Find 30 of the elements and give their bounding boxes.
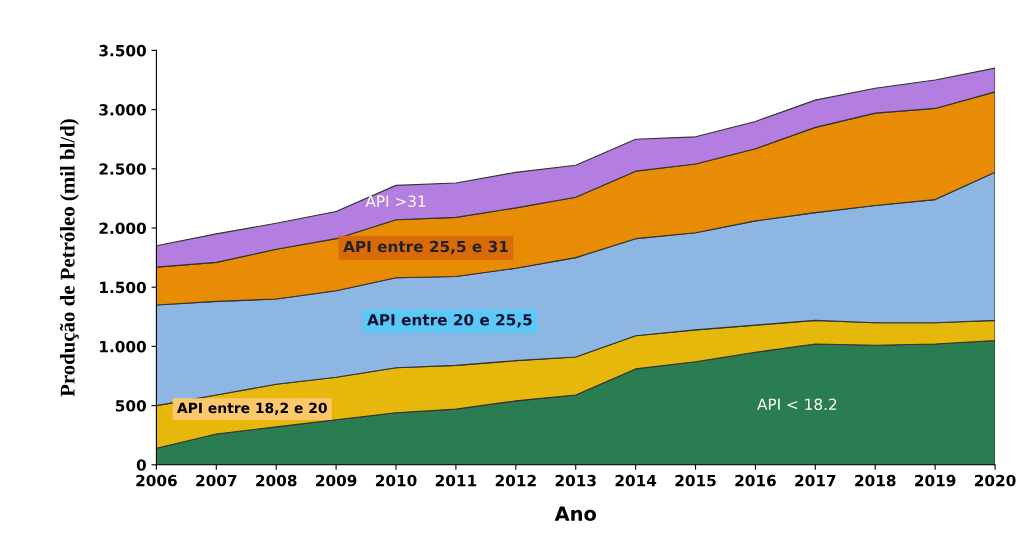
y-tick-label: 3.500 — [99, 44, 146, 57]
x-tick-label: 2006 — [136, 474, 177, 487]
y-tick-label: 500 — [115, 400, 146, 412]
x-tick-label: 2007 — [196, 474, 237, 487]
x-tick-label: 2010 — [375, 474, 417, 487]
y-tick-label: 2.000 — [99, 222, 146, 235]
x-tick-label: 2011 — [435, 474, 477, 487]
x-tick-label: 2008 — [256, 474, 297, 487]
x-tick-label: 2019 — [915, 474, 956, 487]
x-tick-label: 2016 — [735, 474, 776, 487]
x-tick-label: 2014 — [615, 474, 657, 487]
x-tick-label: 2009 — [316, 474, 357, 487]
x-tick-label: 2017 — [795, 474, 836, 487]
x-tick-label: 2020 — [974, 474, 1016, 487]
series-label: API entre 18,2 e 20 — [176, 402, 327, 415]
x-tick-label: 2018 — [855, 474, 896, 487]
y-tick-label: 1.000 — [100, 340, 146, 353]
series-label: API < 18.2 — [757, 398, 837, 411]
y-tick-label: 3.000 — [99, 104, 146, 116]
x-axis-title: Ano — [554, 506, 597, 522]
series-label: API >31 — [365, 195, 426, 207]
x-tick-label: 2015 — [675, 474, 716, 487]
series-label: API entre 25,5 e 31 — [343, 240, 508, 255]
y-tick-label: 2.500 — [99, 163, 146, 175]
y-axis-title: Produção de Petróleo (mil bl/d) — [59, 119, 79, 397]
series-label: API entre 20 e 25,5 — [367, 314, 532, 328]
y-tick-label: 1.500 — [100, 281, 146, 294]
x-tick-label: 2013 — [555, 474, 596, 487]
x-tick-label: 2012 — [495, 474, 536, 487]
y-tick-label: 0 — [136, 459, 146, 471]
